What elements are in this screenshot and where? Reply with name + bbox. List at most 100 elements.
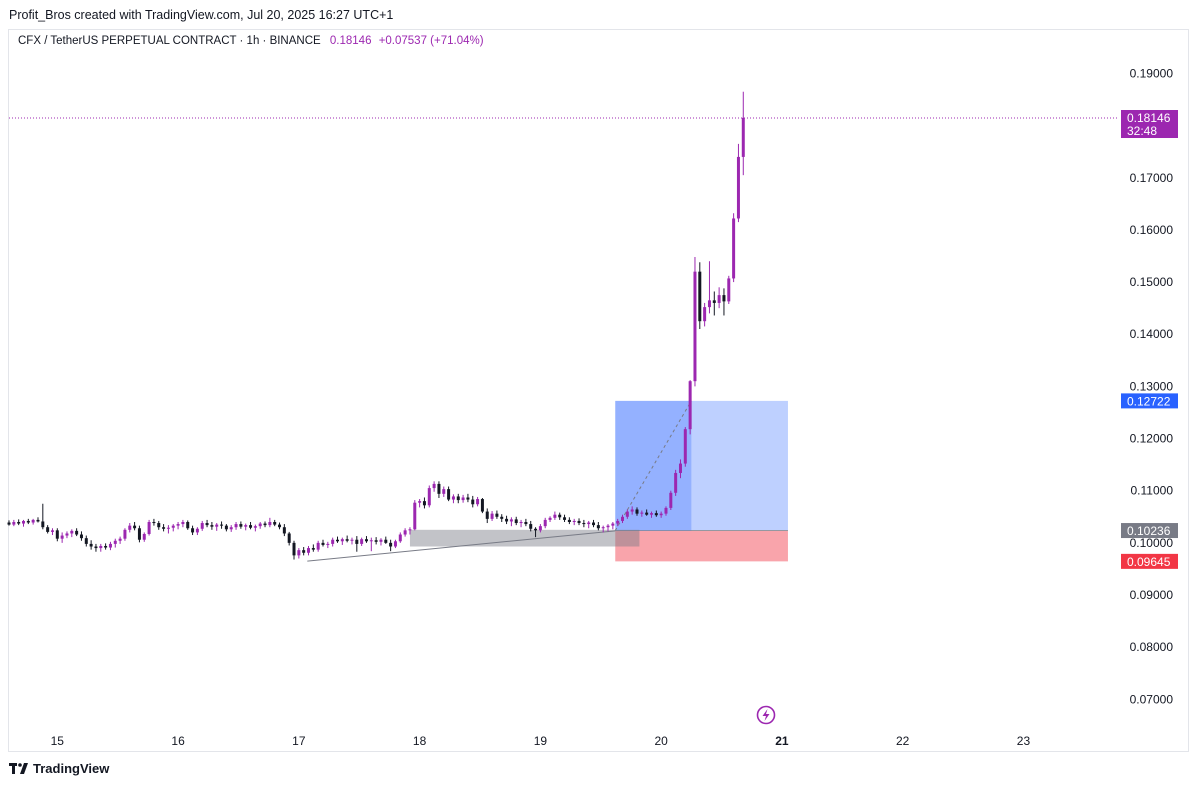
candle[interactable] [7,520,11,526]
candle[interactable] [326,541,330,549]
candle[interactable] [437,481,441,499]
candle[interactable] [249,521,253,530]
candle[interactable] [466,493,470,503]
candle[interactable] [384,536,388,544]
candle[interactable] [369,537,373,552]
candle[interactable] [577,518,581,526]
candle[interactable] [548,516,552,522]
candle[interactable] [278,522,282,530]
candle[interactable] [451,494,455,504]
candle[interactable] [181,519,185,528]
candle[interactable] [393,539,397,549]
candle[interactable] [350,537,354,545]
candle[interactable] [31,518,35,525]
candle[interactable] [572,518,576,526]
candle[interactable] [553,511,557,520]
candle[interactable] [282,524,286,537]
candle[interactable] [118,536,122,544]
candle[interactable] [128,523,132,533]
candle[interactable] [422,497,426,509]
candle[interactable] [229,525,233,532]
candle[interactable] [698,262,702,330]
candle[interactable] [65,531,69,539]
candle[interactable] [490,511,494,521]
candle[interactable] [186,520,190,530]
candle[interactable] [712,291,716,316]
candle[interactable] [442,486,446,497]
candle[interactable] [171,524,175,532]
candle[interactable] [360,537,364,546]
candle[interactable] [166,525,170,534]
candle[interactable] [596,521,600,531]
candle[interactable] [625,509,629,519]
candle[interactable] [582,519,586,528]
candle[interactable] [374,537,378,545]
candle[interactable] [268,517,272,528]
candle[interactable] [674,469,678,496]
candle[interactable] [220,521,224,529]
candle[interactable] [703,302,707,327]
candle[interactable] [495,510,499,519]
candle[interactable] [17,519,21,526]
candle[interactable] [389,539,393,552]
candle[interactable] [509,517,513,527]
candle[interactable] [36,517,40,523]
candle[interactable] [476,496,480,507]
candle[interactable] [75,528,79,537]
candle[interactable] [258,521,262,529]
candle[interactable] [364,536,368,543]
candle[interactable] [123,528,127,541]
candle[interactable] [736,143,740,223]
candle[interactable] [137,525,141,543]
candle[interactable] [321,539,325,547]
candle[interactable] [722,288,726,316]
candle[interactable] [142,532,146,542]
candle[interactable] [331,537,335,547]
candle[interactable] [210,521,214,530]
candle[interactable] [427,485,431,508]
candle[interactable] [89,540,93,550]
candle[interactable] [273,519,277,527]
tradingview-brand[interactable]: TradingView [9,761,109,776]
candle[interactable] [355,536,359,552]
candle[interactable] [635,507,639,516]
candle[interactable] [70,529,74,538]
candle[interactable] [12,519,16,527]
candle[interactable] [717,287,721,309]
candle[interactable] [447,486,451,502]
candle[interactable] [234,521,238,530]
candle[interactable] [538,524,542,533]
candle[interactable] [727,275,731,304]
event-lightning-icon[interactable] [756,705,776,725]
candle[interactable] [21,519,25,527]
candle[interactable] [471,495,475,508]
candle[interactable] [253,524,257,532]
candle[interactable] [693,257,697,387]
candle[interactable] [461,494,465,503]
candle[interactable] [669,490,673,510]
candle[interactable] [413,500,417,531]
candle[interactable] [215,523,219,531]
candle[interactable] [645,509,649,516]
candle[interactable] [26,518,30,525]
candle[interactable] [152,518,156,526]
candle[interactable] [41,503,45,530]
trend-line[interactable] [307,530,616,562]
candle[interactable] [534,527,538,538]
candle[interactable] [500,514,504,522]
candle[interactable] [611,521,615,530]
candle[interactable] [335,536,339,543]
candle[interactable] [379,538,383,546]
candle[interactable] [244,523,248,531]
candle[interactable] [592,519,596,528]
candle[interactable] [741,91,745,176]
candle[interactable] [316,540,320,552]
candle[interactable] [162,524,166,532]
symbol-label[interactable]: CFX / TetherUS PERPETUAL CONTRACT · 1h ·… [18,35,321,47]
candle[interactable] [418,499,422,508]
candle[interactable] [94,543,98,552]
candle[interactable] [558,512,562,520]
candle[interactable] [311,544,315,552]
long-position-stop-zone[interactable] [615,530,788,562]
